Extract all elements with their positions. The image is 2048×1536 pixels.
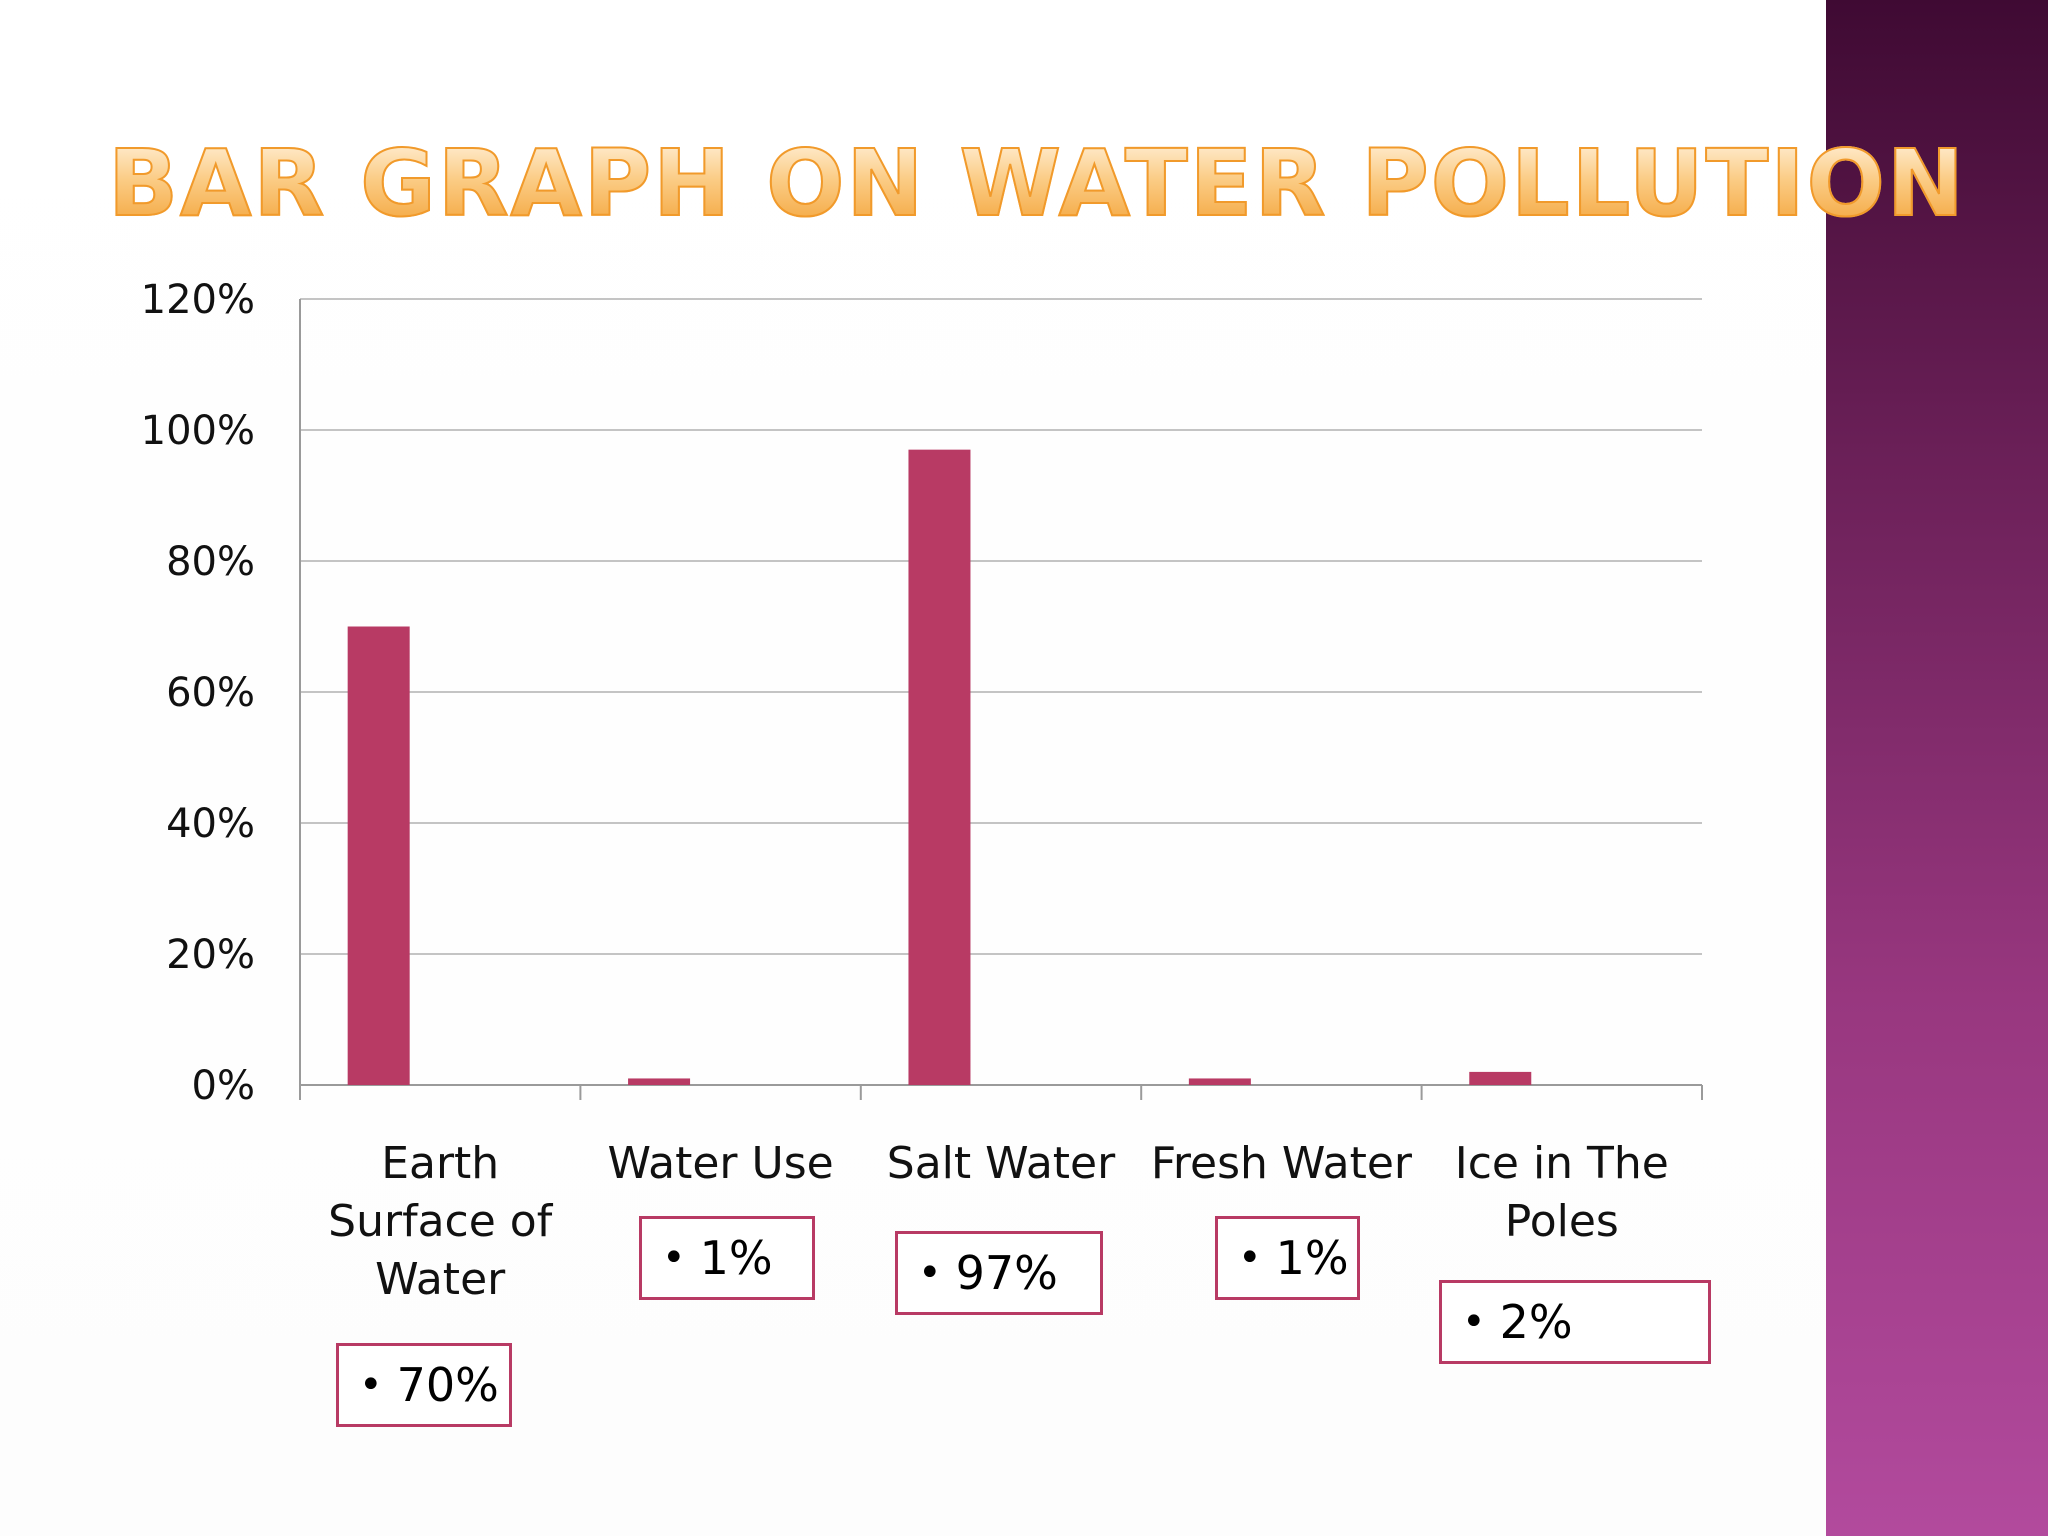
x-category-label: Ice in The — [1455, 1138, 1669, 1189]
value-label-box: • 97% — [895, 1231, 1103, 1315]
y-tick-label: 60% — [166, 670, 255, 716]
value-label-text: 70% — [396, 1358, 499, 1412]
value-label-box: • 1% — [1215, 1216, 1360, 1300]
value-label-box: • 70% — [336, 1343, 512, 1427]
x-category-label: Surface of — [328, 1196, 554, 1247]
y-tick-label: 0% — [192, 1063, 255, 1109]
y-tick-label: 80% — [166, 539, 255, 585]
x-category-label: Earth — [381, 1138, 499, 1189]
y-tick-label: 20% — [166, 932, 255, 978]
bullet-icon: • — [662, 1235, 686, 1281]
bullet-icon: • — [359, 1362, 383, 1408]
y-tick-label: 120% — [141, 277, 255, 323]
bullet-icon: • — [1238, 1235, 1262, 1281]
value-label-box: • 1% — [639, 1216, 815, 1300]
value-label-text: 1% — [1275, 1231, 1349, 1285]
value-label-box: • 2% — [1439, 1280, 1711, 1364]
y-tick-label: 100% — [141, 408, 255, 454]
x-category-label: Salt Water — [887, 1138, 1116, 1189]
x-category-label: Water — [375, 1254, 506, 1305]
bar — [628, 1078, 691, 1085]
y-tick-label: 40% — [166, 801, 255, 847]
decorative-sidebar — [1826, 0, 2048, 1536]
x-category-label: Poles — [1505, 1196, 1619, 1247]
bar — [908, 449, 971, 1085]
x-category-label: Fresh Water — [1151, 1138, 1413, 1189]
bullet-icon: • — [1462, 1299, 1486, 1345]
x-category-label: Water Use — [607, 1138, 833, 1189]
slide-title: BAR GRAPH ON WATER POLLUTION — [107, 130, 1966, 237]
bar — [1188, 1078, 1251, 1085]
value-label-text: 2% — [1499, 1295, 1573, 1349]
value-label-text: 1% — [699, 1231, 773, 1285]
bar — [347, 626, 410, 1085]
value-label-text: 97% — [955, 1246, 1058, 1300]
bullet-icon: • — [918, 1250, 942, 1296]
bar — [1469, 1071, 1532, 1085]
